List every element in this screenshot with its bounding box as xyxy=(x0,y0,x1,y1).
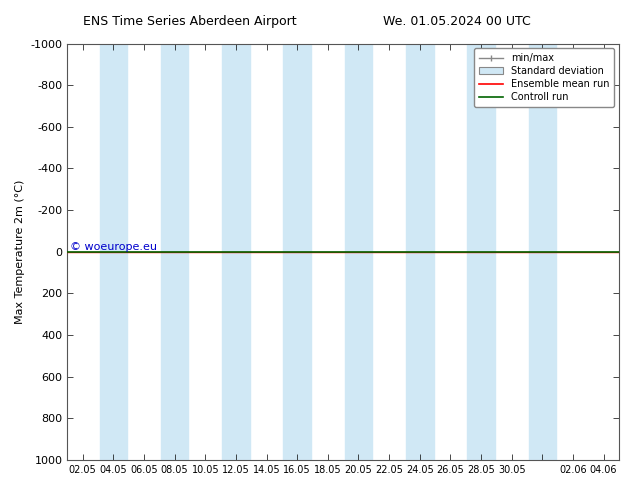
Text: © woeurope.eu: © woeurope.eu xyxy=(70,242,157,252)
Bar xyxy=(529,44,556,460)
Bar xyxy=(161,44,188,460)
Bar xyxy=(283,44,311,460)
Bar xyxy=(345,44,372,460)
Bar xyxy=(222,44,250,460)
Bar xyxy=(467,44,495,460)
Bar xyxy=(406,44,434,460)
Legend: min/max, Standard deviation, Ensemble mean run, Controll run: min/max, Standard deviation, Ensemble me… xyxy=(474,49,614,107)
Bar xyxy=(100,44,127,460)
Text: ENS Time Series Aberdeen Airport: ENS Time Series Aberdeen Airport xyxy=(84,15,297,28)
Text: We. 01.05.2024 00 UTC: We. 01.05.2024 00 UTC xyxy=(382,15,531,28)
Y-axis label: Max Temperature 2m (°C): Max Temperature 2m (°C) xyxy=(15,180,25,324)
